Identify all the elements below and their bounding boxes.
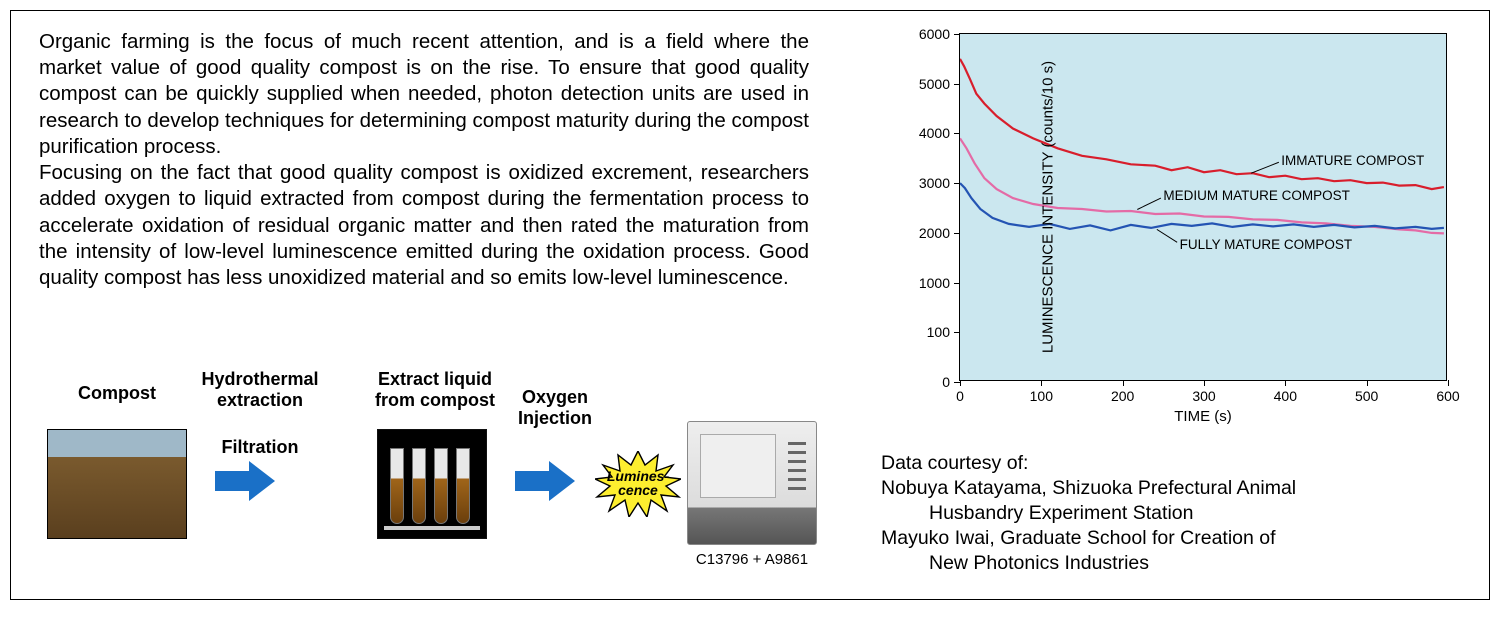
chart-xtick	[960, 380, 961, 386]
chart-leader-line	[1157, 229, 1177, 242]
chart-series-label: IMMATURE COMPOST	[1281, 153, 1424, 168]
chart-plot-area: LUMINESCENCE INTENSITY (counts/10 s) TIM…	[959, 33, 1447, 381]
body-text-block: Organic farming is the focus of much rec…	[39, 29, 809, 291]
chart-xtick-label: 0	[956, 388, 964, 404]
step-extract-label: Extract liquid from compost	[365, 369, 505, 411]
chart-x-axis-title: TIME (s)	[1174, 408, 1232, 425]
step-compost-label: Compost	[67, 383, 167, 404]
chart-xtick	[1367, 380, 1368, 386]
chart-xtick	[1285, 380, 1286, 386]
credits-affil-2: New Photonics Industries	[881, 551, 1471, 576]
step-filtration-label: Filtration	[205, 437, 315, 458]
luminescence-label: Lumines- cence	[595, 469, 681, 497]
chart-ytick	[954, 233, 960, 234]
credits-author-2: Mayuko Iwai, Graduate School for Creatio…	[881, 526, 1471, 551]
arrow-1-icon	[215, 461, 275, 501]
chart-ytick-label: 100	[927, 324, 950, 340]
paragraph-2: Focusing on the fact that good quality c…	[39, 160, 809, 291]
chart-ytick-label: 3000	[919, 175, 950, 191]
chart-xtick-label: 400	[1274, 388, 1297, 404]
figure-frame: Organic farming is the focus of much rec…	[10, 10, 1490, 600]
chart-ytick-label: 1000	[919, 275, 950, 291]
credits-heading: Data courtesy of:	[881, 451, 1471, 476]
chart-series-label: FULLY MATURE COMPOST	[1180, 237, 1353, 252]
process-flow: Compost Hydrothermal extraction Filtrati…	[47, 369, 827, 579]
compost-photo	[47, 429, 187, 539]
chart-y-axis-title: LUMINESCENCE INTENSITY (counts/10 s)	[1040, 61, 1057, 353]
instrument-caption: C13796 + A9861	[677, 551, 827, 568]
step-hydrothermal-label: Hydrothermal extraction	[195, 369, 325, 411]
test-tubes-photo	[377, 429, 487, 539]
instrument-photo	[687, 421, 817, 545]
chart-ytick-label: 2000	[919, 225, 950, 241]
chart-xtick-label: 600	[1436, 388, 1459, 404]
chart-xtick-label: 100	[1030, 388, 1053, 404]
chart-xtick-label: 200	[1111, 388, 1134, 404]
chart-xtick-label: 500	[1355, 388, 1378, 404]
chart-ytick	[954, 133, 960, 134]
luminescence-chart: LUMINESCENCE INTENSITY (counts/10 s) TIM…	[881, 25, 1461, 425]
chart-xtick	[1204, 380, 1205, 386]
chart-xtick-label: 300	[1192, 388, 1215, 404]
paragraph-1: Organic farming is the focus of much rec…	[39, 29, 809, 160]
chart-series-line	[960, 59, 1444, 189]
chart-leader-line	[1251, 162, 1279, 173]
chart-leader-line	[1137, 198, 1161, 209]
chart-ytick-label: 5000	[919, 76, 950, 92]
chart-ytick	[954, 84, 960, 85]
credits-author-1: Nobuya Katayama, Shizuoka Prefectural An…	[881, 476, 1471, 501]
chart-ytick	[954, 332, 960, 333]
chart-svg	[960, 34, 1448, 382]
chart-ytick	[954, 34, 960, 35]
chart-ytick	[954, 183, 960, 184]
chart-ytick-label: 6000	[919, 26, 950, 42]
chart-ytick-label: 4000	[919, 125, 950, 141]
chart-ytick-label: 0	[942, 374, 950, 390]
chart-xtick	[1123, 380, 1124, 386]
step-oxygen-label: Oxygen Injection	[505, 387, 605, 429]
chart-series-label: MEDIUM MATURE COMPOST	[1163, 188, 1350, 203]
data-credits: Data courtesy of: Nobuya Katayama, Shizu…	[881, 451, 1471, 576]
chart-xtick	[1041, 380, 1042, 386]
chart-ytick	[954, 283, 960, 284]
chart-xtick	[1448, 380, 1449, 386]
arrow-2-icon	[515, 461, 575, 501]
credits-affil-1: Husbandry Experiment Station	[881, 501, 1471, 526]
